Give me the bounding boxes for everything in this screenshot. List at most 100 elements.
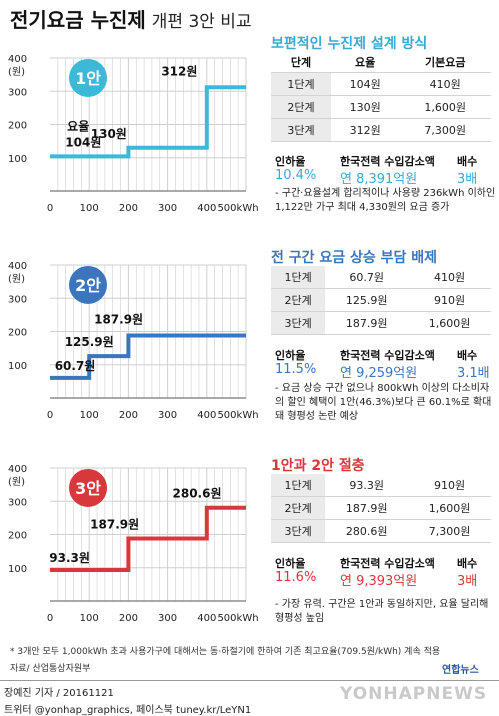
plan-badge — [69, 58, 107, 97]
kpi-label-rate: 인하율 — [275, 557, 306, 570]
source: 자료/ 산업통상자원부 — [10, 664, 91, 674]
step-cell: 2단계 — [271, 95, 331, 119]
page-subtitle: 개편 3안 비교 — [151, 12, 252, 32]
x-tick-label: 0 — [47, 613, 53, 624]
kpi-value-revenue: 연 8,391억원 — [340, 172, 418, 187]
step-cell: 3단계 — [271, 311, 326, 335]
y-unit-label: (원) — [8, 476, 25, 488]
x-tick-label: 100 — [80, 203, 99, 214]
plan3-note: - 가장 유력. 구간은 1안과 동일하지만, 요율 달리해 형평성 높임 — [275, 599, 489, 624]
x-tick-label: 300 — [158, 410, 177, 421]
table-row: 1단계 60.7원 410원 — [271, 266, 491, 289]
y-tick-label: 200 — [8, 121, 27, 132]
plan-badge-label: 2안 — [75, 276, 101, 295]
col-header: 요율 — [330, 52, 400, 73]
yonhap-logo: 연합뉴스 — [442, 665, 479, 676]
page-title: 전기요금 누진제 개편 3안 비교 — [10, 8, 252, 32]
y-tick-label: 100 — [8, 361, 27, 372]
x-tick-label: 400 — [197, 203, 216, 214]
col-header: 단계 — [271, 52, 331, 73]
table-row: 2단계 125.9원 910원 — [271, 288, 491, 312]
kpi-value-revenue: 연 9,259억원 — [340, 366, 418, 381]
x-tick-label: 300 — [158, 203, 177, 214]
y-tick-label: 400 — [8, 261, 27, 272]
rate-step-line — [50, 85, 246, 159]
col-header: 기본요금 — [399, 52, 491, 73]
data-label: 요율 — [67, 119, 89, 133]
kpi-label-rate: 인하율 — [275, 155, 306, 168]
step-cell: 1단계 — [271, 474, 326, 497]
step-cell: 3단계 — [271, 118, 331, 142]
table-row: 3단계 187.9원 1,600원 — [271, 311, 491, 335]
rate-step-line — [50, 333, 246, 380]
y-tick-label: 200 — [8, 531, 27, 542]
plan2-note: - 요금 상승 구간 없으나 800kWh 이상의 다소비자의 할인 혜택이 1… — [275, 383, 492, 422]
plan-badge — [69, 468, 107, 507]
data-label: 187.9원 — [94, 313, 143, 327]
kpi-value-multiple: 3배 — [457, 574, 478, 589]
data-label: 93.3원 — [49, 551, 90, 565]
social-links: 트위터 @yonhap_graphics, 페이스북 tuney.kr/LeYN… — [4, 705, 252, 716]
x-tick-label: 0 — [47, 203, 53, 214]
rate-cell: 130원 — [330, 95, 400, 119]
data-label: 130원 — [91, 127, 127, 141]
data-label: 60.7원 — [55, 359, 96, 373]
x-tick-label: 500kWh — [217, 410, 258, 421]
kpi-value-rate: 10.4% — [275, 168, 317, 183]
table-header-row: 단계 요율 기본요금 — [271, 52, 491, 73]
kpi-label-revenue: 한국전력 수입감소액 — [340, 557, 435, 570]
y-tick-label: 200 — [8, 328, 27, 339]
data-label: 280.6원 — [173, 487, 222, 501]
x-tick-label: 100 — [80, 410, 99, 421]
step-cell: 2단계 — [271, 288, 326, 312]
plan-badge-label: 3안 — [75, 479, 101, 498]
rate-cell: 187.9원 — [325, 496, 409, 520]
plan2-heading: 전 구간 요금 상승 부담 배제 — [271, 250, 438, 266]
plan2-table: 1단계 60.7원 410원 2단계 125.9원 910원 3단계 187.9원 1,60… — [271, 266, 491, 335]
kpi-label-multiple: 배수 — [457, 349, 478, 362]
y-tick-label: 100 — [8, 564, 27, 575]
rate-cell: 104원 — [330, 72, 400, 96]
base-fee-cell: 910원 — [408, 288, 491, 312]
data-label: 125.9원 — [65, 335, 114, 349]
rate-cell: 312원 — [330, 118, 400, 142]
table-row: 1단계 104원 410원 — [271, 72, 491, 96]
kpi-label-revenue: 한국전력 수입감소액 — [340, 155, 435, 168]
base-fee-cell: 1,600원 — [408, 496, 491, 520]
kpi-value-multiple: 3.1배 — [457, 366, 490, 381]
x-tick-label: 200 — [119, 410, 138, 421]
data-label: 312원 — [161, 64, 197, 78]
kpi-value-rate: 11.6% — [275, 570, 317, 585]
y-unit-label: (원) — [8, 273, 25, 285]
table-row: 3단계 280.6원 7,300원 — [271, 519, 491, 543]
step-cell: 1단계 — [271, 266, 326, 289]
table-row: 3단계 312원 7,300원 — [271, 118, 491, 142]
table-row: 1단계 93.3원 910원 — [271, 474, 491, 497]
base-fee-cell: 410원 — [399, 72, 491, 96]
base-fee-cell: 1,600원 — [408, 311, 491, 335]
x-tick-label: 200 — [119, 613, 138, 624]
step-cell: 2단계 — [271, 496, 326, 520]
data-label: 187.9원 — [90, 518, 139, 532]
kpi-value-multiple: 3배 — [457, 172, 478, 187]
credit: 장예진 기자 / 20161121 — [4, 688, 114, 699]
kpi-label-multiple: 배수 — [457, 557, 478, 570]
base-fee-cell: 1,600원 — [399, 95, 491, 119]
x-tick-label: 100 — [80, 613, 99, 624]
table-row: 2단계 130원 1,600원 — [271, 95, 491, 119]
rate-cell: 93.3원 — [325, 474, 409, 497]
base-fee-cell: 7,300원 — [408, 519, 491, 543]
base-fee-cell: 7,300원 — [399, 118, 491, 142]
x-tick-label: 400 — [197, 613, 216, 624]
y-tick-label: 300 — [8, 87, 27, 98]
x-tick-label: 500kWh — [217, 613, 258, 624]
rate-cell: 280.6원 — [325, 519, 409, 543]
y-tick-label: 300 — [8, 497, 27, 508]
y-tick-label: 100 — [8, 154, 27, 165]
y-tick-label: 400 — [8, 54, 27, 65]
base-fee-cell: 910원 — [408, 474, 491, 497]
rate-cell: 187.9원 — [325, 311, 409, 335]
y-unit-label: (원) — [8, 66, 25, 78]
x-tick-label: 300 — [158, 613, 177, 624]
x-tick-label: 200 — [119, 203, 138, 214]
